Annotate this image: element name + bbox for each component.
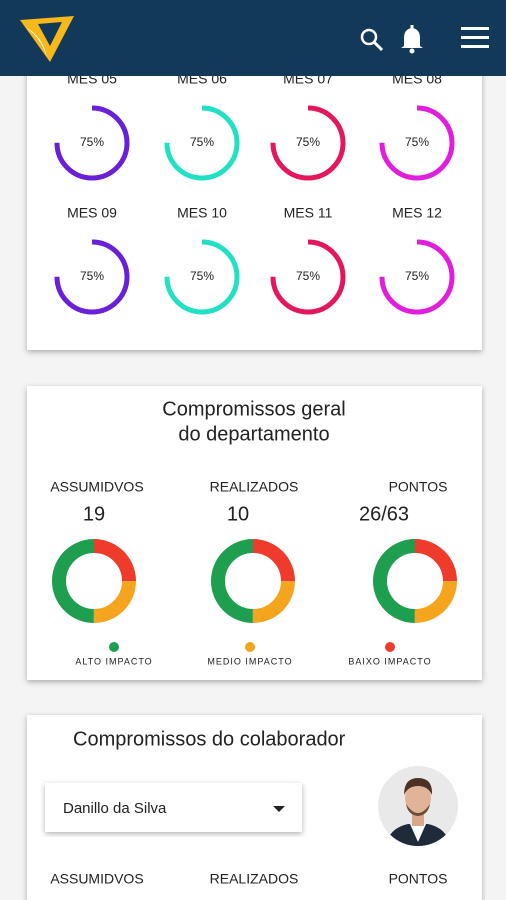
month-label: MES 09 [67, 205, 117, 221]
notifications-icon[interactable] [401, 25, 423, 54]
donut-segment [373, 539, 457, 623]
progress-ring [54, 105, 130, 181]
legend-label: ALTO IMPACTO [75, 656, 152, 666]
menu-icon[interactable] [461, 27, 489, 48]
month-label: MES 11 [284, 205, 333, 221]
stat-label: PONTOS [389, 871, 448, 887]
progress-label: 75% [296, 269, 320, 283]
dropdown-value[interactable]: Danillo da Silva [63, 800, 167, 817]
progress-label: 75% [190, 269, 214, 283]
donut-segment [373, 539, 457, 623]
month-label: MES 10 [177, 205, 227, 221]
donut-segment [52, 539, 136, 623]
logo[interactable] [20, 16, 74, 62]
progress-ring [164, 239, 240, 315]
stat-label: REALIZADOS [210, 479, 299, 495]
stat-label: ASSUMIDVOS [50, 479, 143, 495]
month-label: MES 12 [392, 205, 442, 221]
donut-segment [211, 539, 295, 623]
progress-label: 75% [80, 135, 104, 149]
app-bar [0, 0, 506, 76]
stat-value: 26/63 [359, 503, 409, 525]
progress-ring [270, 239, 346, 315]
progress-label: 75% [80, 269, 104, 283]
dropdown-arrow[interactable] [273, 806, 285, 812]
legend-dot [109, 642, 119, 652]
donut-segment [211, 539, 295, 623]
department-stats: ASSUMIDVOS 19 REALIZADOS 10 PONTOS 26/63 ALTO … [50, 479, 457, 666]
stat-label: REALIZADOS [210, 871, 299, 887]
collaborator-stats: ASSUMIDVOS REALIZADOS PONTOS [50, 871, 447, 887]
progress-ring [164, 105, 240, 181]
progress-label: 75% [405, 269, 429, 283]
search-icon[interactable] [360, 28, 384, 52]
progress-label: 75% [296, 135, 320, 149]
progress-ring [270, 105, 346, 181]
progress-label: 75% [405, 135, 429, 149]
legend-label: MEDIO IMPACTO [207, 656, 292, 666]
stat-label: PONTOS [389, 479, 448, 495]
legend-label: BAIXO IMPACTO [348, 656, 431, 666]
collaborator-select[interactable]: Danillo da Silva [45, 783, 302, 832]
progress-ring [54, 239, 130, 315]
legend-dot [385, 642, 395, 652]
stat-value: 19 [83, 503, 105, 525]
card-title: do departamento [178, 423, 329, 445]
stat-label: ASSUMIDVOS [50, 871, 143, 887]
dropdown[interactable] [45, 783, 302, 832]
card-title: Compromissos geral [162, 398, 345, 420]
progress-label: 75% [190, 135, 214, 149]
progress-ring [379, 239, 455, 315]
stat-value: 10 [227, 503, 249, 525]
department-card [27, 386, 482, 680]
card-title: Compromissos do colaborador [73, 728, 346, 750]
legend-dot [245, 642, 255, 652]
progress-ring [379, 105, 455, 181]
donut-segment [52, 539, 136, 623]
